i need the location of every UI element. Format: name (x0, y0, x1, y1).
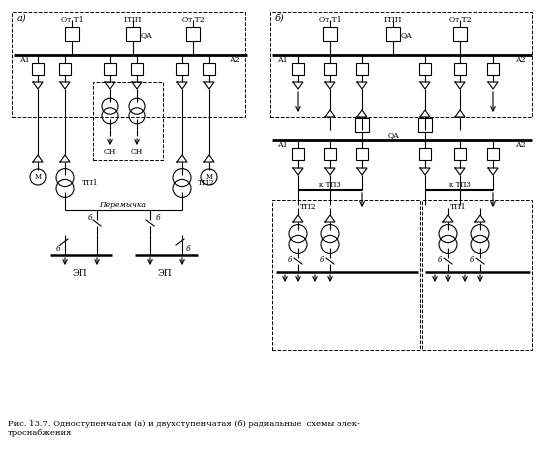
Text: б: б (320, 256, 324, 264)
Text: ТП2: ТП2 (198, 179, 215, 187)
Text: а): а) (17, 13, 27, 23)
Bar (292, 148, 304, 160)
Bar (186, 27, 200, 41)
Bar (12, 12, 245, 117)
Text: б: б (470, 256, 474, 264)
Bar (355, 118, 369, 132)
Text: А2: А2 (516, 56, 527, 64)
Text: От Т1: От Т1 (61, 16, 83, 24)
Text: ЭП: ЭП (72, 269, 87, 279)
Bar (419, 148, 431, 160)
Text: А2: А2 (230, 56, 241, 64)
Bar (104, 63, 116, 75)
Text: к ТП3: к ТП3 (319, 181, 341, 189)
Text: А1: А1 (278, 56, 289, 64)
Bar (487, 148, 499, 160)
Bar (323, 27, 337, 41)
Bar (270, 12, 532, 117)
Text: б: б (288, 256, 292, 264)
Text: ТП1: ТП1 (82, 179, 98, 187)
Bar (65, 27, 79, 41)
Bar (203, 63, 215, 75)
Bar (356, 63, 368, 75)
Text: к ТП3: к ТП3 (449, 181, 471, 189)
Text: б: б (56, 245, 60, 253)
Bar (32, 63, 44, 75)
Text: QА: QА (141, 31, 153, 39)
Bar (324, 63, 336, 75)
Bar (131, 63, 143, 75)
Bar (93, 82, 163, 160)
Bar (453, 27, 467, 41)
Bar (126, 27, 140, 41)
Text: От Т2: От Т2 (182, 16, 204, 24)
Text: б): б) (275, 13, 285, 23)
Text: QА: QА (401, 31, 413, 39)
Bar (59, 63, 71, 75)
Bar (176, 63, 188, 75)
Bar (292, 63, 304, 75)
Bar (419, 63, 431, 75)
Text: Перемычка: Перемычка (100, 201, 147, 209)
Bar (487, 63, 499, 75)
Text: ТП2: ТП2 (300, 203, 316, 211)
Text: б: б (186, 245, 190, 253)
Text: ГПП: ГПП (384, 16, 402, 24)
Text: Рис. 13.7. Одноступенчатая (а) и двухступенчатая (б) радиальные  схемы элек-
тро: Рис. 13.7. Одноступенчатая (а) и двухсту… (8, 420, 360, 437)
Text: От Т2: От Т2 (448, 16, 471, 24)
Text: б: б (88, 214, 93, 222)
Text: СН: СН (104, 148, 116, 156)
Bar (454, 148, 466, 160)
Text: ТП1: ТП1 (450, 203, 467, 211)
Text: А1: А1 (278, 141, 289, 149)
Text: QА: QА (388, 131, 400, 139)
Bar (386, 27, 400, 41)
Text: М: М (206, 173, 213, 181)
Bar (418, 118, 432, 132)
Bar (272, 200, 420, 350)
Text: А2: А2 (516, 141, 527, 149)
Text: ГПП: ГПП (124, 16, 142, 24)
Text: СН: СН (131, 148, 143, 156)
Text: От Т1: От Т1 (319, 16, 341, 24)
Bar (422, 200, 532, 350)
Text: М: М (35, 173, 42, 181)
Bar (324, 148, 336, 160)
Text: б: б (156, 214, 160, 222)
Text: ЭП: ЭП (157, 269, 173, 279)
Bar (454, 63, 466, 75)
Bar (356, 148, 368, 160)
Text: А1: А1 (20, 56, 31, 64)
Text: б: б (438, 256, 442, 264)
